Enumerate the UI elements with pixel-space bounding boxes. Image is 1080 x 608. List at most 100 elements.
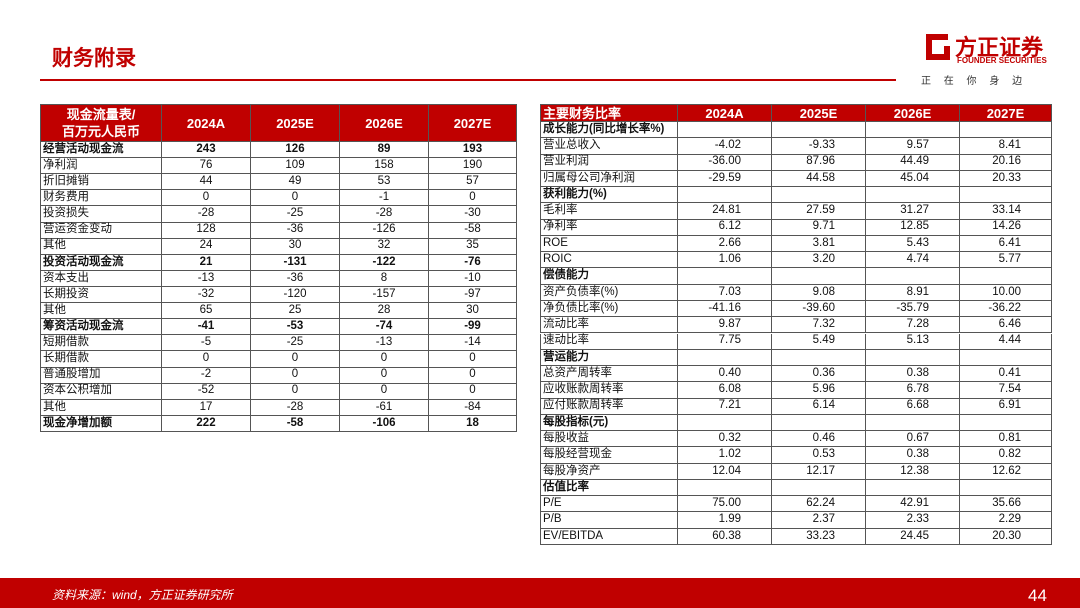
value-cell: [678, 414, 772, 432]
value-cell: 3.81: [772, 235, 866, 253]
row-label: 投资损失: [40, 206, 162, 223]
value-cell: 1.02: [678, 447, 772, 464]
value-cell: 25: [251, 303, 340, 320]
value-cell: -122: [340, 254, 429, 271]
value-cell: 3.20: [772, 252, 866, 269]
row-label: 毛利率: [540, 203, 678, 220]
value-cell: 32: [340, 238, 429, 255]
source-note: 资料来源：wind，方正证券研究所: [52, 588, 233, 602]
value-cell: 57: [429, 174, 517, 191]
column-header: 2026E: [340, 104, 429, 142]
value-cell: 33.14: [960, 203, 1052, 220]
value-cell: 35: [429, 238, 517, 255]
value-cell: 5.43: [866, 235, 960, 253]
value-cell: 0: [340, 383, 429, 400]
row-label: 其他: [40, 238, 162, 255]
value-cell: 5.96: [772, 382, 866, 399]
value-cell: 9.87: [678, 317, 772, 334]
value-cell: 42.91: [866, 496, 960, 513]
value-cell: -99: [429, 319, 517, 336]
row-label: 应付账款周转率: [540, 398, 678, 415]
value-cell: 5.77: [960, 252, 1052, 269]
row-label: 应收账款周转率: [540, 382, 678, 399]
header-line: 现金流量表/: [66, 107, 136, 122]
value-cell: 0: [429, 367, 517, 384]
value-cell: 87.96: [772, 154, 866, 171]
value-cell: 6.41: [960, 235, 1052, 253]
value-cell: 0.53: [772, 447, 866, 464]
value-cell: 44.58: [772, 170, 866, 188]
value-cell: -13: [340, 335, 429, 352]
value-cell: -35.79: [866, 300, 960, 318]
value-cell: 28: [340, 303, 429, 320]
value-cell: 6.46: [960, 317, 1052, 334]
row-label: 流动比率: [540, 317, 678, 334]
column-header: 2027E: [429, 104, 517, 142]
row-label: 每股经营现金: [540, 447, 678, 464]
value-cell: 2.33: [866, 512, 960, 529]
value-cell: 18: [429, 415, 517, 432]
value-cell: 6.14: [772, 398, 866, 415]
value-cell: -10: [429, 270, 517, 287]
value-cell: -52: [162, 383, 251, 400]
value-cell: 30: [429, 303, 517, 320]
value-cell: -97: [429, 287, 517, 304]
header-line: 百万元人民币: [61, 124, 140, 139]
value-cell: 0: [429, 383, 517, 400]
row-label: 短期借款: [40, 335, 162, 352]
value-cell: 6.08: [678, 382, 772, 399]
value-cell: 14.26: [960, 219, 1052, 236]
value-cell: 44: [162, 174, 251, 191]
value-cell: 12.62: [960, 463, 1052, 480]
value-cell: -32: [162, 287, 251, 304]
value-cell: 9.57: [866, 138, 960, 155]
value-cell: -13: [162, 270, 251, 287]
value-cell: 8.41: [960, 138, 1052, 155]
value-cell: 2.66: [678, 235, 772, 253]
column-header: 2026E: [866, 104, 960, 122]
row-label: 其他: [40, 399, 162, 416]
value-cell: -1: [340, 190, 429, 207]
value-cell: 24.81: [678, 203, 772, 220]
value-cell: [678, 268, 772, 285]
value-cell: [866, 187, 960, 204]
value-cell: -106: [340, 415, 429, 432]
value-cell: 12.04: [678, 463, 772, 480]
value-cell: [960, 479, 1052, 497]
value-cell: -53: [251, 319, 340, 336]
value-cell: 0: [162, 190, 251, 207]
value-cell: 75.00: [678, 496, 772, 513]
value-cell: -25: [251, 206, 340, 223]
value-cell: 7.28: [866, 317, 960, 334]
value-cell: 6.78: [866, 382, 960, 399]
value-cell: 31.27: [866, 203, 960, 220]
value-cell: 0: [429, 190, 517, 207]
value-cell: -28: [162, 206, 251, 223]
row-label: 筹资活动现金流: [40, 319, 162, 336]
value-cell: 89: [340, 142, 429, 159]
value-cell: 5.49: [772, 333, 866, 350]
logo-name: 方正证券: [955, 35, 1044, 60]
value-cell: -76: [429, 254, 517, 271]
value-cell: 27.59: [772, 203, 866, 220]
value-cell: 0: [162, 351, 251, 368]
page-number: 44: [1028, 586, 1047, 605]
value-cell: [960, 122, 1052, 139]
value-cell: 21: [162, 254, 251, 271]
value-cell: 30: [251, 238, 340, 255]
row-label: 每股净资产: [540, 463, 678, 480]
value-cell: 53: [340, 174, 429, 191]
value-cell: 109: [251, 158, 340, 175]
section-label: 营运能力: [540, 349, 678, 367]
value-cell: 0.32: [678, 431, 772, 448]
value-cell: -131: [251, 254, 340, 271]
value-cell: 0.82: [960, 447, 1052, 464]
value-cell: 0.40: [678, 366, 772, 383]
value-cell: 2.29: [960, 512, 1052, 529]
value-cell: [772, 122, 866, 139]
value-cell: -28: [251, 399, 340, 416]
value-cell: [772, 187, 866, 204]
value-cell: 12.85: [866, 219, 960, 236]
row-label: ROIC: [540, 252, 678, 269]
value-cell: 0.67: [866, 431, 960, 448]
